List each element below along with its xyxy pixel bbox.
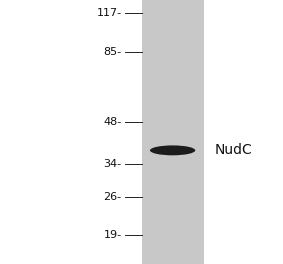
Text: 19-: 19- [104,230,122,240]
Text: 26-: 26- [104,192,122,202]
Ellipse shape [150,145,195,155]
Text: 48-: 48- [104,117,122,127]
Text: 34-: 34- [104,159,122,169]
Text: 117-: 117- [97,8,122,18]
Text: 85-: 85- [104,47,122,57]
Text: NudC: NudC [215,143,253,157]
Bar [142,0,204,264]
